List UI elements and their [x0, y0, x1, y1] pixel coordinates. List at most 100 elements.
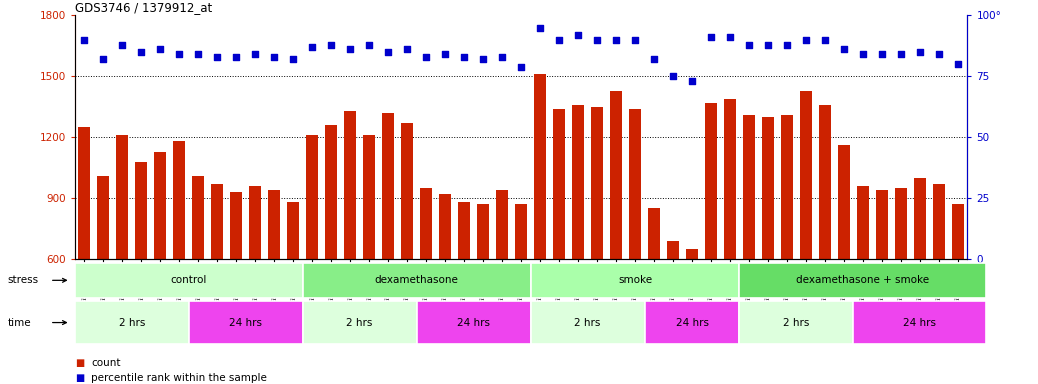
Bar: [645, 301, 739, 344]
Bar: [856, 186, 869, 381]
Point: [760, 41, 776, 48]
Text: 2 hrs: 2 hrs: [574, 318, 601, 328]
Bar: [743, 115, 756, 381]
Point: [76, 37, 92, 43]
Point: [190, 51, 207, 58]
Point: [778, 41, 795, 48]
Text: stress: stress: [7, 275, 38, 285]
Text: dexamethasone: dexamethasone: [375, 275, 459, 285]
Bar: [705, 103, 717, 381]
Bar: [230, 192, 242, 381]
Point: [874, 51, 891, 58]
Bar: [420, 188, 432, 381]
Bar: [382, 113, 394, 381]
Point: [531, 25, 548, 31]
Bar: [401, 123, 413, 381]
Bar: [530, 263, 739, 298]
Text: count: count: [91, 358, 120, 368]
Point: [646, 56, 662, 62]
Point: [741, 41, 758, 48]
Bar: [496, 190, 509, 381]
Point: [456, 54, 472, 60]
Point: [703, 34, 719, 40]
Bar: [648, 209, 660, 381]
Point: [589, 37, 605, 43]
Text: 24 hrs: 24 hrs: [229, 318, 263, 328]
Bar: [154, 152, 166, 381]
Bar: [75, 263, 303, 298]
Point: [228, 54, 245, 60]
Text: control: control: [170, 275, 207, 285]
Bar: [344, 111, 356, 381]
Text: time: time: [7, 318, 31, 328]
Point: [570, 32, 586, 38]
Text: 2 hrs: 2 hrs: [784, 318, 810, 328]
Bar: [268, 190, 280, 381]
Bar: [530, 301, 645, 344]
Bar: [876, 190, 889, 381]
Point: [627, 37, 644, 43]
Bar: [591, 107, 603, 381]
Point: [114, 41, 131, 48]
Point: [817, 37, 834, 43]
Text: percentile rank within the sample: percentile rank within the sample: [91, 373, 267, 383]
Point: [551, 37, 568, 43]
Point: [911, 49, 928, 55]
Bar: [853, 301, 986, 344]
Bar: [739, 301, 853, 344]
Point: [721, 34, 738, 40]
Text: ■: ■: [75, 358, 84, 368]
Bar: [666, 241, 679, 381]
Bar: [686, 249, 699, 381]
Bar: [739, 263, 986, 298]
Point: [380, 49, 397, 55]
Bar: [458, 202, 470, 381]
Bar: [572, 105, 584, 381]
Text: 24 hrs: 24 hrs: [676, 318, 709, 328]
Bar: [952, 204, 964, 381]
Bar: [211, 184, 223, 381]
Bar: [303, 263, 530, 298]
Bar: [515, 204, 527, 381]
Bar: [135, 162, 147, 381]
Point: [247, 51, 264, 58]
Bar: [723, 99, 736, 381]
Bar: [192, 176, 204, 381]
Point: [266, 54, 282, 60]
Bar: [476, 204, 489, 381]
Text: 2 hrs: 2 hrs: [118, 318, 145, 328]
Bar: [416, 301, 530, 344]
Text: dexamethasone + smoke: dexamethasone + smoke: [796, 275, 929, 285]
Point: [304, 44, 321, 50]
Bar: [363, 135, 376, 381]
Point: [209, 54, 225, 60]
Bar: [286, 202, 299, 381]
Point: [797, 37, 814, 43]
Point: [94, 56, 111, 62]
Point: [664, 73, 681, 79]
Point: [284, 56, 301, 62]
Point: [437, 51, 454, 58]
Bar: [97, 176, 109, 381]
Bar: [189, 301, 303, 344]
Bar: [933, 184, 945, 381]
Text: 24 hrs: 24 hrs: [903, 318, 936, 328]
Bar: [781, 115, 793, 381]
Bar: [303, 301, 416, 344]
Bar: [173, 141, 186, 381]
Point: [684, 78, 701, 84]
Point: [133, 49, 149, 55]
Point: [152, 46, 168, 53]
Bar: [762, 117, 774, 381]
Bar: [78, 127, 90, 381]
Bar: [325, 125, 337, 381]
Point: [418, 54, 435, 60]
Text: ■: ■: [75, 373, 84, 383]
Bar: [610, 91, 622, 381]
Text: 2 hrs: 2 hrs: [347, 318, 373, 328]
Point: [513, 63, 529, 70]
Bar: [534, 74, 546, 381]
Bar: [75, 301, 189, 344]
Bar: [249, 186, 262, 381]
Point: [171, 51, 188, 58]
